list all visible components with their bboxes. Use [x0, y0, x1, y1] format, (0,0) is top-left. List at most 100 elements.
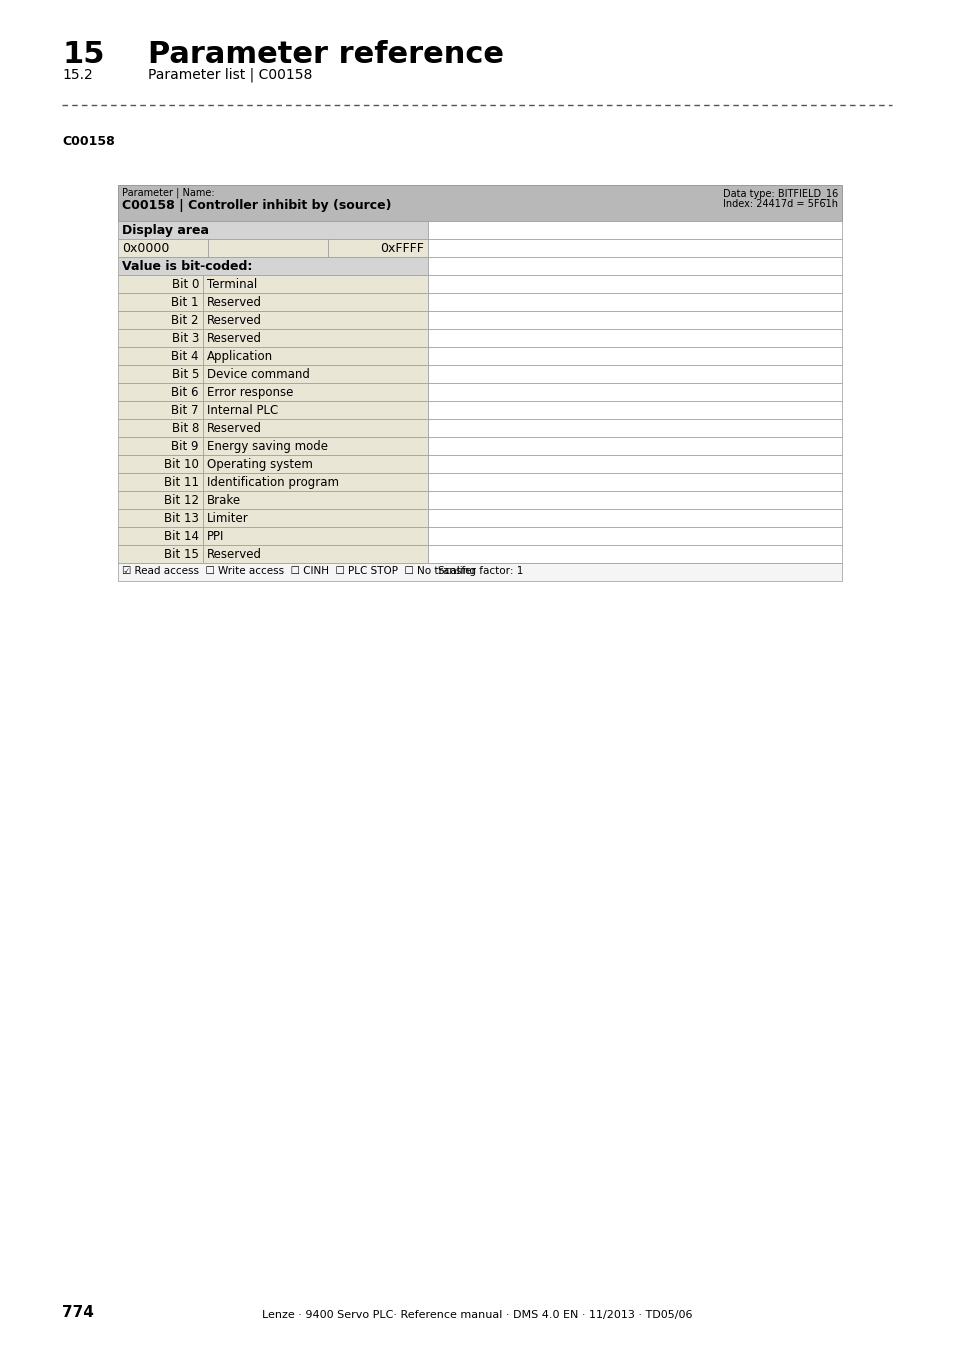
- Bar: [118, 491, 203, 509]
- Text: PPI: PPI: [207, 531, 224, 543]
- Text: Terminal: Terminal: [207, 278, 257, 292]
- Bar: [428, 347, 841, 364]
- Bar: [428, 256, 841, 275]
- Text: Bit 7: Bit 7: [172, 404, 199, 417]
- Bar: [428, 221, 841, 239]
- Bar: [203, 293, 428, 310]
- Text: 774: 774: [62, 1305, 93, 1320]
- Bar: [428, 472, 841, 491]
- Text: Reserved: Reserved: [207, 548, 262, 562]
- Text: Lenze · 9400 Servo PLC· Reference manual · DMS 4.0 EN · 11/2013 · TD05/06: Lenze · 9400 Servo PLC· Reference manual…: [261, 1310, 692, 1320]
- Bar: [118, 310, 203, 329]
- Bar: [118, 437, 203, 455]
- Bar: [118, 509, 203, 526]
- Bar: [428, 509, 841, 526]
- Bar: [118, 545, 203, 563]
- Bar: [118, 239, 208, 256]
- Bar: [118, 185, 841, 221]
- Bar: [428, 491, 841, 509]
- Bar: [428, 293, 841, 310]
- Bar: [203, 455, 428, 472]
- Bar: [118, 383, 203, 401]
- Text: Bit 5: Bit 5: [172, 369, 199, 381]
- Bar: [203, 275, 428, 293]
- Text: ☑ Read access  ☐ Write access  ☐ CINH  ☐ PLC STOP  ☐ No transfer: ☑ Read access ☐ Write access ☐ CINH ☐ PL…: [122, 566, 476, 576]
- Bar: [203, 401, 428, 418]
- Text: Reserved: Reserved: [207, 423, 262, 435]
- Bar: [428, 437, 841, 455]
- Text: Application: Application: [207, 350, 273, 363]
- Text: 15: 15: [62, 40, 105, 69]
- Text: Bit 14: Bit 14: [164, 531, 199, 543]
- Bar: [428, 364, 841, 383]
- Text: Parameter | Name:: Parameter | Name:: [122, 188, 214, 198]
- Text: Value is bit-coded:: Value is bit-coded:: [122, 261, 253, 273]
- Text: 15.2: 15.2: [62, 68, 92, 82]
- Bar: [118, 401, 203, 418]
- Bar: [203, 509, 428, 526]
- Bar: [428, 418, 841, 437]
- Bar: [118, 563, 841, 580]
- Bar: [203, 491, 428, 509]
- Bar: [118, 256, 428, 275]
- Text: Bit 15: Bit 15: [164, 548, 199, 562]
- Bar: [118, 347, 203, 364]
- Text: Bit 10: Bit 10: [164, 458, 199, 471]
- Text: Identification program: Identification program: [207, 477, 338, 489]
- Bar: [203, 437, 428, 455]
- Text: Internal PLC: Internal PLC: [207, 404, 278, 417]
- Text: C00158 | Controller inhibit by (source): C00158 | Controller inhibit by (source): [122, 198, 391, 212]
- Bar: [203, 347, 428, 364]
- Bar: [118, 293, 203, 310]
- Text: Bit 11: Bit 11: [164, 477, 199, 489]
- Bar: [428, 526, 841, 545]
- Bar: [118, 329, 203, 347]
- Bar: [118, 364, 203, 383]
- Bar: [203, 472, 428, 491]
- Bar: [428, 455, 841, 472]
- Bar: [118, 472, 203, 491]
- Bar: [118, 526, 203, 545]
- Text: Bit 12: Bit 12: [164, 494, 199, 508]
- Text: Reserved: Reserved: [207, 315, 262, 327]
- Text: Brake: Brake: [207, 494, 241, 508]
- Text: Bit 6: Bit 6: [172, 386, 199, 400]
- Text: Bit 2: Bit 2: [172, 315, 199, 327]
- Bar: [118, 221, 428, 239]
- Text: Error response: Error response: [207, 386, 294, 400]
- Bar: [203, 545, 428, 563]
- Text: Limiter: Limiter: [207, 512, 249, 525]
- Text: C00158: C00158: [62, 135, 114, 148]
- Text: Bit 0: Bit 0: [172, 278, 199, 292]
- Bar: [203, 383, 428, 401]
- Text: Scaling factor: 1: Scaling factor: 1: [437, 566, 523, 576]
- Text: Bit 9: Bit 9: [172, 440, 199, 454]
- Text: Bit 13: Bit 13: [164, 512, 199, 525]
- Bar: [118, 418, 203, 437]
- Text: 0x0000: 0x0000: [122, 242, 170, 255]
- Text: Data type: BITFIELD_16: Data type: BITFIELD_16: [722, 188, 837, 198]
- Bar: [118, 275, 203, 293]
- Text: Bit 1: Bit 1: [172, 296, 199, 309]
- Bar: [203, 310, 428, 329]
- Text: Bit 8: Bit 8: [172, 423, 199, 435]
- Text: Bit 4: Bit 4: [172, 350, 199, 363]
- Bar: [203, 364, 428, 383]
- Bar: [203, 329, 428, 347]
- Text: Energy saving mode: Energy saving mode: [207, 440, 328, 454]
- Text: Reserved: Reserved: [207, 296, 262, 309]
- Bar: [208, 239, 328, 256]
- Bar: [428, 275, 841, 293]
- Bar: [428, 383, 841, 401]
- Text: Device command: Device command: [207, 369, 310, 381]
- Text: Parameter reference: Parameter reference: [148, 40, 503, 69]
- Text: Display area: Display area: [122, 224, 209, 238]
- Text: 0xFFFF: 0xFFFF: [379, 242, 423, 255]
- Text: Parameter list | C00158: Parameter list | C00158: [148, 68, 312, 82]
- Text: Reserved: Reserved: [207, 332, 262, 346]
- Text: Index: 24417d = 5F61h: Index: 24417d = 5F61h: [722, 198, 837, 209]
- Bar: [203, 418, 428, 437]
- Bar: [118, 455, 203, 472]
- Bar: [428, 401, 841, 418]
- Bar: [428, 329, 841, 347]
